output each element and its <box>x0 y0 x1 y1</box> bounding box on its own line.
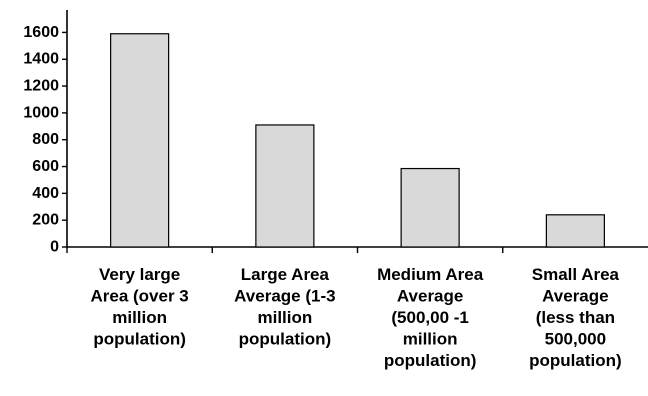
y-tick-label: 200 <box>32 212 59 229</box>
x-tick-label-line: (less than <box>536 308 615 327</box>
x-tick-label-line: Average <box>542 287 608 306</box>
bars <box>110 33 605 248</box>
x-axis <box>66 246 648 253</box>
bar <box>545 214 605 248</box>
x-tick-label-line: (500,00 -1 <box>391 308 469 327</box>
x-tick-label-line: Average (1-3 <box>234 287 335 306</box>
bar <box>400 167 460 248</box>
y-axis <box>62 10 68 248</box>
x-tick-label-line: Very large <box>99 265 180 284</box>
y-tick-label: 1000 <box>23 104 59 121</box>
x-tick-label-line: population) <box>239 330 332 349</box>
x-tick-label: Very large Area (over 3 million population) <box>90 265 188 349</box>
x-tick-label-line: Area (over 3 <box>90 287 188 306</box>
y-tick-label: 1200 <box>23 78 59 95</box>
y-tick-label: 0 <box>50 239 59 256</box>
x-tick-label: Small Area Average (less than 500,000 popula… <box>529 265 622 370</box>
x-tick-label-line: Small Area <box>532 265 620 284</box>
x-tick-label-line: population) <box>384 351 477 370</box>
x-tick-label-line: million <box>403 330 458 349</box>
bar <box>110 33 170 248</box>
y-tick-labels: 0 200 400 600 800 1000 1200 1400 1600 <box>23 24 59 256</box>
y-tick-label: 1600 <box>23 24 59 41</box>
x-tick-label: Medium Area Average (500,00 -1 million popul… <box>377 265 484 370</box>
x-tick-label-line: Average <box>397 287 463 306</box>
x-tick-label-line: 500,000 <box>545 330 606 349</box>
x-tick-labels: Very large Area (over 3 million population)… <box>90 265 621 370</box>
y-tick-label: 1400 <box>23 51 59 68</box>
x-tick-label-line: million <box>112 308 167 327</box>
x-tick-label-line: million <box>257 308 312 327</box>
x-tick-label-line: Medium Area <box>377 265 484 284</box>
bar <box>255 124 315 248</box>
y-tick-label: 800 <box>32 131 59 148</box>
y-tick-label: 400 <box>32 185 59 202</box>
x-tick-label-line: population) <box>93 330 186 349</box>
x-tick-label-line: population) <box>529 351 622 370</box>
y-tick-label: 600 <box>32 158 59 175</box>
x-tick-label: Large Area Average (1-3 million population) <box>234 265 335 349</box>
x-tick-label-line: Large Area <box>241 265 330 284</box>
